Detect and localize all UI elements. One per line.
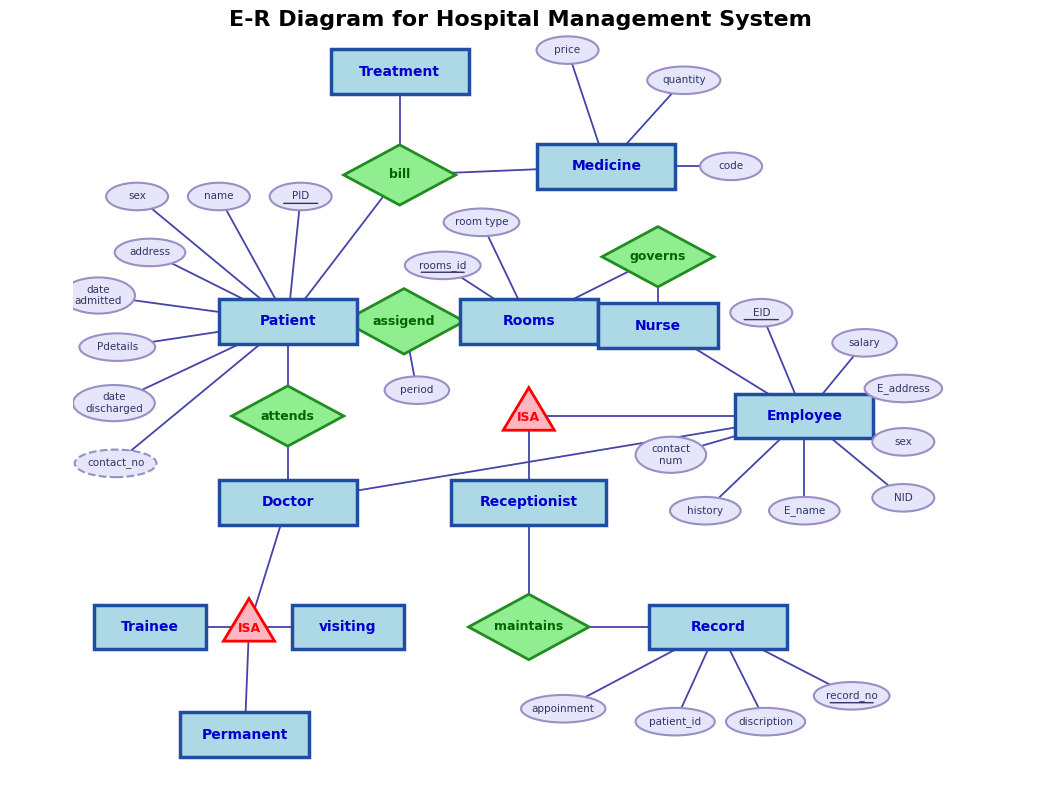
Polygon shape <box>344 145 456 205</box>
FancyBboxPatch shape <box>598 303 719 348</box>
Ellipse shape <box>872 484 935 511</box>
Ellipse shape <box>670 497 741 525</box>
Text: price: price <box>555 45 581 55</box>
Ellipse shape <box>75 450 156 477</box>
Ellipse shape <box>79 334 155 361</box>
Text: discription: discription <box>738 716 793 727</box>
Text: Doctor: Doctor <box>262 495 314 509</box>
Text: Treatment: Treatment <box>359 65 440 79</box>
Polygon shape <box>504 387 555 430</box>
Text: attends: attends <box>261 409 315 423</box>
Polygon shape <box>232 386 344 446</box>
Ellipse shape <box>115 238 186 266</box>
Text: E-R Diagram for Hospital Management System: E-R Diagram for Hospital Management Syst… <box>228 10 811 30</box>
Ellipse shape <box>405 252 481 279</box>
Text: date
discharged: date discharged <box>84 392 143 414</box>
Polygon shape <box>344 289 464 354</box>
Text: assigend: assigend <box>372 315 435 327</box>
Text: quantity: quantity <box>662 75 706 85</box>
Text: Record: Record <box>690 620 746 634</box>
Text: EID: EID <box>752 308 770 318</box>
Text: PID: PID <box>292 192 310 201</box>
Ellipse shape <box>814 682 890 709</box>
Ellipse shape <box>726 708 805 735</box>
Text: Nurse: Nurse <box>635 319 681 333</box>
Text: address: address <box>129 248 171 257</box>
Ellipse shape <box>73 385 154 421</box>
Text: period: period <box>401 385 434 395</box>
Ellipse shape <box>270 183 332 210</box>
FancyBboxPatch shape <box>292 604 404 649</box>
Text: room type: room type <box>455 217 508 227</box>
Text: record_no: record_no <box>826 690 877 701</box>
FancyBboxPatch shape <box>219 299 357 344</box>
Text: appoinment: appoinment <box>532 704 595 714</box>
Polygon shape <box>223 599 274 641</box>
Text: Patient: Patient <box>260 314 316 328</box>
FancyBboxPatch shape <box>180 712 310 757</box>
Ellipse shape <box>385 376 450 404</box>
Text: governs: governs <box>630 250 686 264</box>
Ellipse shape <box>62 278 135 313</box>
FancyBboxPatch shape <box>452 480 606 525</box>
Ellipse shape <box>443 208 519 236</box>
Text: Receptionist: Receptionist <box>480 495 578 509</box>
Text: salary: salary <box>849 338 880 348</box>
Text: Employee: Employee <box>767 409 843 423</box>
FancyBboxPatch shape <box>460 299 598 344</box>
FancyBboxPatch shape <box>537 144 675 189</box>
FancyBboxPatch shape <box>219 480 357 525</box>
Polygon shape <box>468 594 589 660</box>
FancyBboxPatch shape <box>650 604 787 649</box>
Text: Trainee: Trainee <box>121 620 179 634</box>
Text: contact
num: contact num <box>651 444 690 466</box>
Ellipse shape <box>872 428 935 455</box>
Text: E_name: E_name <box>783 505 825 516</box>
Text: NID: NID <box>894 493 913 503</box>
Text: E_address: E_address <box>877 383 929 394</box>
Text: Medicine: Medicine <box>572 159 641 174</box>
Text: name: name <box>204 192 234 201</box>
Ellipse shape <box>635 708 714 735</box>
Ellipse shape <box>106 183 168 210</box>
Ellipse shape <box>730 299 793 327</box>
Text: patient_id: patient_id <box>649 716 701 727</box>
Ellipse shape <box>648 66 721 94</box>
FancyBboxPatch shape <box>735 394 873 439</box>
Ellipse shape <box>522 695 605 723</box>
Text: sex: sex <box>895 437 913 447</box>
Text: bill: bill <box>389 169 410 181</box>
Ellipse shape <box>700 152 762 180</box>
Text: contact_no: contact_no <box>87 458 144 469</box>
FancyBboxPatch shape <box>94 604 205 649</box>
Text: sex: sex <box>128 192 146 201</box>
Text: ISA: ISA <box>517 411 540 424</box>
Polygon shape <box>602 226 713 287</box>
Text: ISA: ISA <box>238 623 261 635</box>
Ellipse shape <box>865 375 942 402</box>
Ellipse shape <box>832 329 897 357</box>
FancyBboxPatch shape <box>331 49 468 94</box>
Text: code: code <box>719 162 744 171</box>
Text: history: history <box>687 506 724 516</box>
Text: maintains: maintains <box>494 620 563 634</box>
Text: Rooms: Rooms <box>503 314 555 328</box>
Text: visiting: visiting <box>319 620 377 634</box>
Text: Permanent: Permanent <box>201 727 288 742</box>
Text: rooms_id: rooms_id <box>419 260 466 271</box>
Ellipse shape <box>188 183 250 210</box>
Ellipse shape <box>635 436 706 473</box>
Text: date
admitted: date admitted <box>75 285 122 306</box>
Ellipse shape <box>769 497 840 525</box>
Text: Pdetails: Pdetails <box>97 342 138 352</box>
Ellipse shape <box>536 36 599 64</box>
